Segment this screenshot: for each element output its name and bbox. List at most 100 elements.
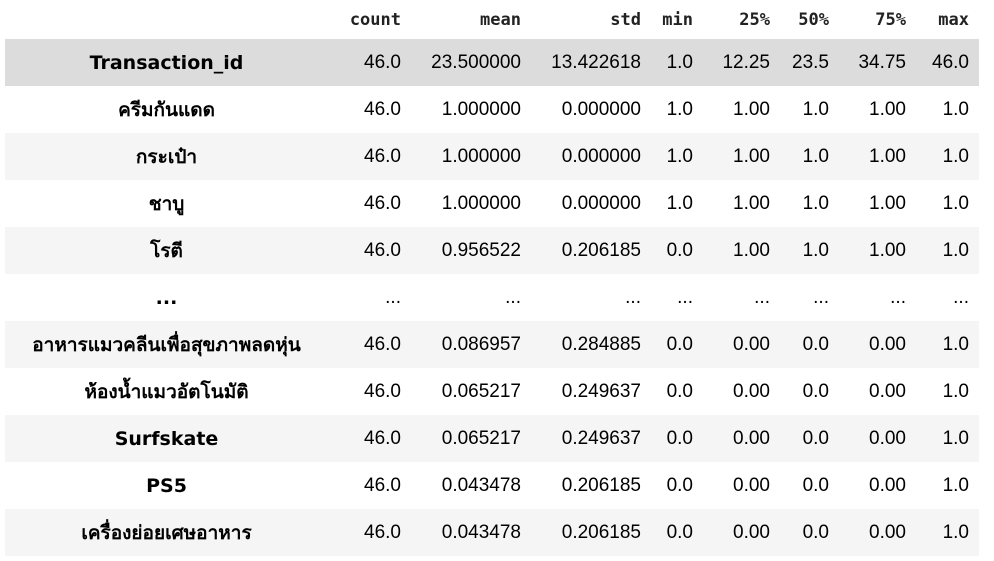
- column-header: count: [349, 9, 401, 30]
- table-cell: 0.00: [839, 509, 916, 556]
- table-row: โรตี 46.0 0.956522 0.206185 0.0 1.00 1.0 1.00 1.…: [5, 227, 979, 274]
- table-cell: 0.00: [733, 474, 770, 496]
- table-row: ครีมกันแดด 46.0 1.000000 0.000000 1.0 1.00 1.0…: [5, 86, 979, 133]
- table-cell: 1.00: [733, 98, 770, 120]
- table-cell: 1.00: [869, 192, 906, 214]
- describe-table: count mean std min 25% 50% 75% max Trans…: [5, 0, 979, 556]
- header-row: count mean std min 25% 50% 75% max: [5, 0, 979, 39]
- column-header: max: [938, 9, 969, 30]
- table-cell: 46.0: [328, 39, 411, 86]
- table-cell: 0.956522: [411, 227, 531, 274]
- column-header: 50%: [798, 9, 829, 30]
- table-cell: ...: [703, 274, 780, 321]
- table-cell: ...: [916, 274, 979, 321]
- column-header: 25%: [739, 9, 770, 30]
- table-cell: 46.0: [364, 192, 401, 214]
- table-cell: 1.0: [651, 39, 703, 86]
- table-body: Transaction_id 46.0 23.500000 13.422618 1.0 1…: [5, 39, 979, 556]
- table-cell: 1.0: [916, 415, 979, 462]
- table-cell: 0.206185: [561, 474, 641, 496]
- table-cell: 0.00: [703, 321, 780, 368]
- table-cell: 0.043478: [441, 474, 521, 496]
- table-cell: 46.0: [328, 415, 411, 462]
- row-label: โรตี: [5, 227, 328, 274]
- table-cell: 46.0: [328, 321, 411, 368]
- table-row: ชาบู 46.0 1.000000 0.000000 1.0 1.00 1.0 1.00 1.…: [5, 180, 979, 227]
- table-cell: 1.0: [942, 474, 969, 496]
- table-cell: 0.0: [780, 321, 839, 368]
- column-header: mean: [480, 9, 521, 30]
- row-label: Surfskate: [5, 415, 328, 462]
- table-cell: 0.000000: [561, 98, 641, 120]
- table-cell: 1.00: [733, 192, 770, 214]
- table-row: กระเป๋า 46.0 1.000000 0.000000 1.0 1.00 1.0 1.0…: [5, 133, 979, 180]
- row-label: อาหารแมวคลีนเพื่อสุขภาพลดหุ่น: [5, 321, 328, 368]
- table-cell: 1.000000: [411, 133, 531, 180]
- table-cell: ...: [651, 274, 703, 321]
- table-cell: 0.0: [802, 380, 829, 402]
- table-cell: 0.0: [651, 227, 703, 274]
- index-header: [5, 0, 328, 39]
- table-cell: 1.0: [916, 133, 979, 180]
- table-cell: 0.043478: [411, 509, 531, 556]
- table-cell: 1.00: [839, 227, 916, 274]
- table-cell: 0.206185: [531, 227, 651, 274]
- table-cell: 0.00: [839, 321, 916, 368]
- table-cell: 23.500000: [411, 39, 531, 86]
- table-cell: 1.0: [666, 192, 693, 214]
- table-cell: 0.0: [780, 509, 839, 556]
- table-row: Surfskate 46.0 0.065217 0.249637 0.0 0.00 0.0 0…: [5, 415, 979, 462]
- table-header: count mean std min 25% 50% 75% max: [5, 0, 979, 39]
- table-cell: 1.0: [942, 380, 969, 402]
- table-cell: 1.0: [666, 98, 693, 120]
- table-cell: 0.0: [802, 474, 829, 496]
- table-cell: ...: [531, 274, 651, 321]
- table-cell: 1.00: [869, 98, 906, 120]
- table-cell: 0.086957: [411, 321, 531, 368]
- table-cell: 1.0: [916, 227, 979, 274]
- table-cell: ...: [780, 274, 839, 321]
- table-cell: 0.284885: [531, 321, 651, 368]
- table-cell: 0.0: [666, 474, 693, 496]
- table-cell: 1.0: [916, 509, 979, 556]
- table-cell: 1.00: [703, 133, 780, 180]
- table-cell: 0.0: [780, 415, 839, 462]
- table-cell: 1.0: [916, 321, 979, 368]
- table-cell: 46.0: [328, 509, 411, 556]
- dataframe-output: count mean std min 25% 50% 75% max Trans…: [5, 0, 979, 556]
- table-cell: 34.75: [839, 39, 916, 86]
- table-cell: ...: [839, 274, 916, 321]
- row-label: กระเป๋า: [5, 133, 328, 180]
- table-cell: 0.0: [651, 509, 703, 556]
- row-label: PS5: [146, 474, 187, 497]
- table-cell: ...: [328, 274, 411, 321]
- table-cell: ...: [411, 274, 531, 321]
- table-cell: 0.0: [651, 321, 703, 368]
- table-cell: 1.00: [703, 227, 780, 274]
- table-cell: 23.5: [780, 39, 839, 86]
- row-label: เครื่องย่อยเศษอาหาร: [5, 509, 328, 556]
- table-cell: 12.25: [703, 39, 780, 86]
- table-cell: 0.0: [666, 380, 693, 402]
- column-header: std: [610, 9, 641, 30]
- table-cell: 46.0: [328, 227, 411, 274]
- row-label: ...: [5, 274, 328, 321]
- table-cell: 1.0: [802, 98, 829, 120]
- table-cell: 1.0: [780, 227, 839, 274]
- table-cell: 46.0: [364, 380, 401, 402]
- table-cell: 46.0: [364, 474, 401, 496]
- table-cell: 0.00: [703, 415, 780, 462]
- table-cell: 0.000000: [561, 192, 641, 214]
- column-header: 75%: [875, 9, 906, 30]
- table-row: Transaction_id 46.0 23.500000 13.422618 1.0 1…: [5, 39, 979, 86]
- table-cell: 1.00: [839, 133, 916, 180]
- table-cell: 46.0: [364, 98, 401, 120]
- table-cell: 0.249637: [531, 415, 651, 462]
- table-cell: 0.206185: [531, 509, 651, 556]
- table-row: เครื่องย่อยเศษอาหาร 46.0 0.043478 0.206185 0…: [5, 509, 979, 556]
- row-label: ชาบู: [148, 192, 185, 215]
- table-cell: 0.249637: [561, 380, 641, 402]
- table-row: อาหารแมวคลีนเพื่อสุขภาพลดหุ่น 46.0 0.08695…: [5, 321, 979, 368]
- table-cell: 0.000000: [531, 133, 651, 180]
- row-label: Transaction_id: [5, 39, 328, 86]
